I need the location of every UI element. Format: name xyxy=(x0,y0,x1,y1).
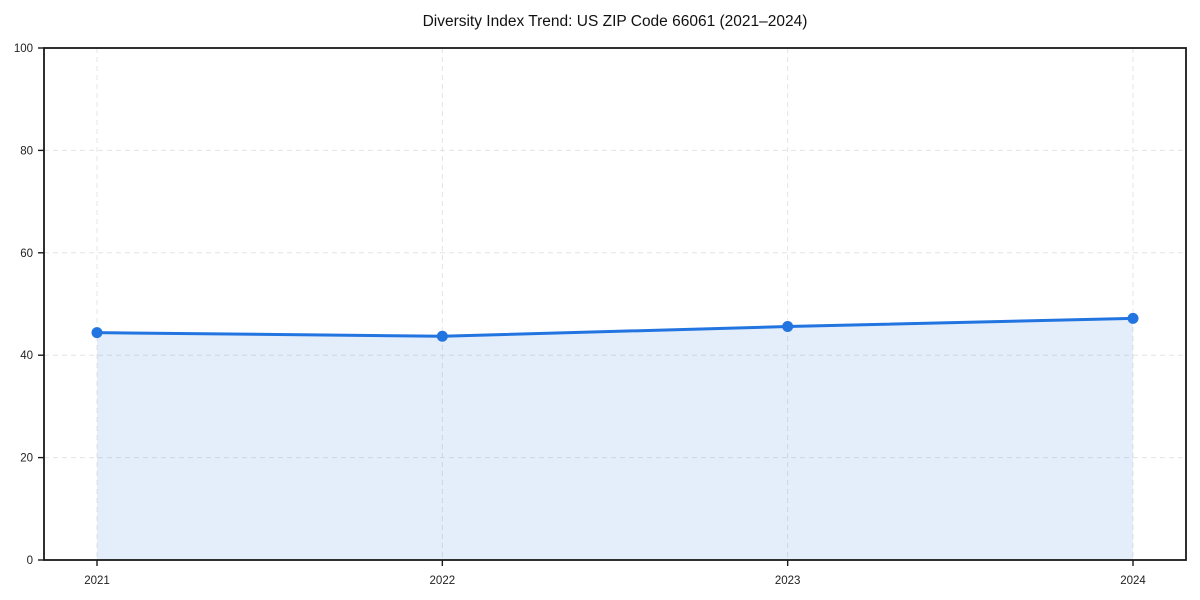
y-tick-label: 60 xyxy=(20,248,33,260)
axes-frame xyxy=(43,47,1187,561)
data-point-2024 xyxy=(1127,312,1139,324)
trend-line xyxy=(95,316,1135,338)
y-tick-label: 40 xyxy=(20,350,33,362)
data-point-2022 xyxy=(436,330,448,342)
data-point-2021 xyxy=(91,327,103,339)
data-point-2023 xyxy=(782,321,794,333)
x-tick-label: 2021 xyxy=(84,575,110,587)
y-tick-label: 20 xyxy=(20,453,33,465)
y-tick-label: 0 xyxy=(27,555,33,567)
x-tick-label: 2024 xyxy=(1120,575,1146,587)
area-fill xyxy=(97,318,1133,560)
x-tick-label: 2023 xyxy=(775,575,801,587)
chart-title: Diversity Index Trend: US ZIP Code 66061… xyxy=(422,13,808,30)
x-tick-label: 2022 xyxy=(430,575,456,587)
y-tick-label: 100 xyxy=(14,43,33,55)
y-tick-label: 80 xyxy=(20,145,33,157)
